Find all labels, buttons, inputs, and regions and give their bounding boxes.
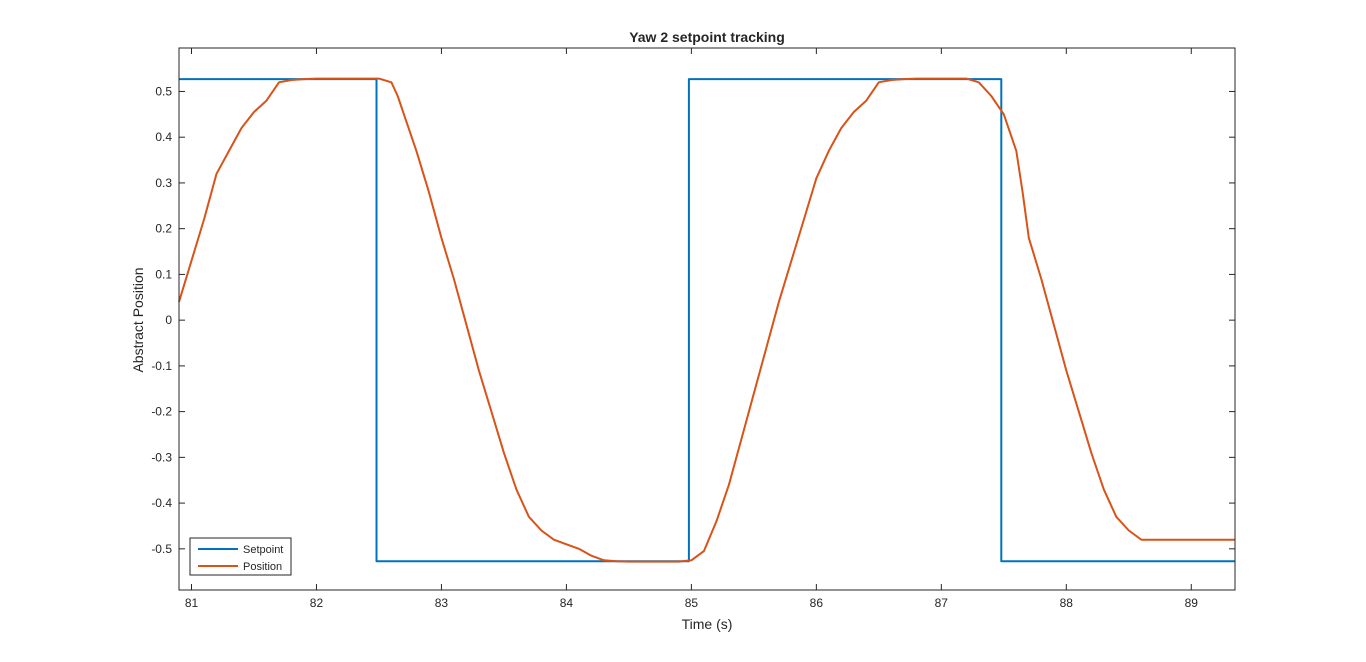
y-axis-label: Abstract Position bbox=[130, 267, 146, 372]
x-tick-label: 84 bbox=[560, 596, 574, 610]
y-tick-label: -0.3 bbox=[151, 450, 172, 464]
plot-frame bbox=[178, 47, 1236, 591]
x-axis-label: Time (s) bbox=[682, 616, 733, 632]
x-tick-label: 89 bbox=[1185, 596, 1199, 610]
legend-box bbox=[189, 537, 292, 576]
series-line-position bbox=[178, 77, 1235, 563]
plot-area bbox=[179, 48, 1235, 590]
y-tick-label: -0.4 bbox=[151, 496, 172, 510]
y-tick-label: -0.5 bbox=[151, 542, 172, 556]
y-tick-label: 0.1 bbox=[155, 267, 172, 281]
series-line-setpoint bbox=[179, 78, 1235, 563]
x-tick-label: 82 bbox=[310, 596, 324, 610]
y-tick-label: 0.3 bbox=[155, 176, 172, 190]
y-tick-label: 0.4 bbox=[155, 130, 172, 144]
y-tick-label: 0 bbox=[165, 313, 172, 327]
legend: Setpoint Position bbox=[189, 537, 292, 576]
y-tick-label: 0.5 bbox=[155, 84, 172, 98]
x-tick-label: 85 bbox=[685, 596, 699, 610]
x-tick-label: 83 bbox=[435, 596, 449, 610]
y-tick-label: -0.1 bbox=[151, 359, 172, 373]
x-tick-label: 87 bbox=[935, 596, 949, 610]
y-tick-label: -0.2 bbox=[151, 405, 172, 419]
x-tick-label: 81 bbox=[185, 596, 199, 610]
series-layer bbox=[178, 77, 1235, 563]
legend-label-position: Position bbox=[243, 561, 282, 573]
y-tick-label: 0.2 bbox=[155, 222, 172, 236]
ticks-layer: 81 82 83 84 85 86 87 88 89 0.5 0.4 0.3 0.2 0.1 0 -0.1 -0… bbox=[151, 48, 1235, 610]
legend-label-setpoint: Setpoint bbox=[243, 544, 283, 556]
x-tick-label: 86 bbox=[810, 596, 824, 610]
chart-title: Yaw 2 setpoint tracking bbox=[629, 29, 785, 45]
x-tick-label: 88 bbox=[1060, 596, 1074, 610]
